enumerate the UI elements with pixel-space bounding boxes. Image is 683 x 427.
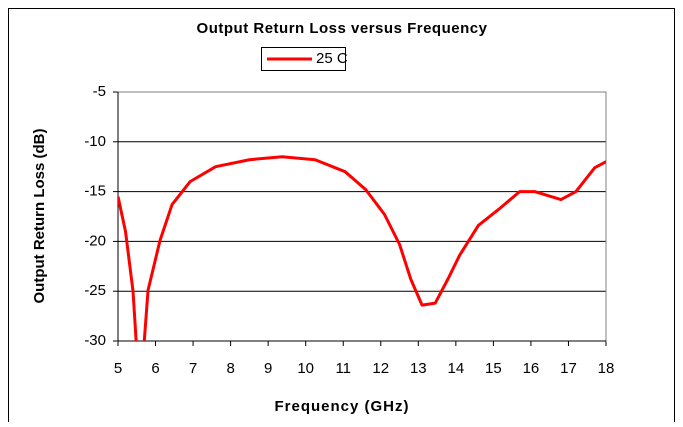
- x-tick-label: 14: [448, 360, 465, 377]
- series-line: [118, 155, 606, 341]
- y-axis-label: Output Return Loss (dB): [31, 129, 48, 304]
- y-tick-label: -5: [93, 83, 106, 100]
- x-axis-label: Frequency (GHz): [274, 398, 409, 415]
- chart-title: Output Return Loss versus Frequency: [197, 20, 488, 37]
- y-tick-label: -20: [84, 232, 106, 249]
- y-tick-label: -10: [84, 133, 106, 150]
- plot-frame: [117, 91, 607, 342]
- y-tick-label: -25: [84, 282, 106, 299]
- x-tick-label: 8: [226, 360, 234, 377]
- x-tick-label: 11: [335, 360, 351, 377]
- x-tick-label: 9: [264, 360, 272, 377]
- x-tick-label: 16: [523, 360, 540, 377]
- x-tick-label: 12: [372, 360, 389, 377]
- x-tick-label: 10: [297, 360, 314, 377]
- x-tick-label: 7: [189, 360, 197, 377]
- x-tick-label: 15: [485, 360, 502, 377]
- x-tick-label: 17: [560, 360, 577, 377]
- legend-label: 25 C: [316, 50, 348, 67]
- x-tick-label: 13: [410, 360, 427, 377]
- chart-border: [8, 8, 675, 427]
- x-tick-label: 18: [598, 360, 615, 377]
- y-tick-label: -15: [84, 183, 106, 200]
- x-tick-label: 5: [114, 360, 122, 377]
- y-tick-label: -30: [84, 332, 106, 349]
- x-tick-label: 6: [151, 360, 159, 377]
